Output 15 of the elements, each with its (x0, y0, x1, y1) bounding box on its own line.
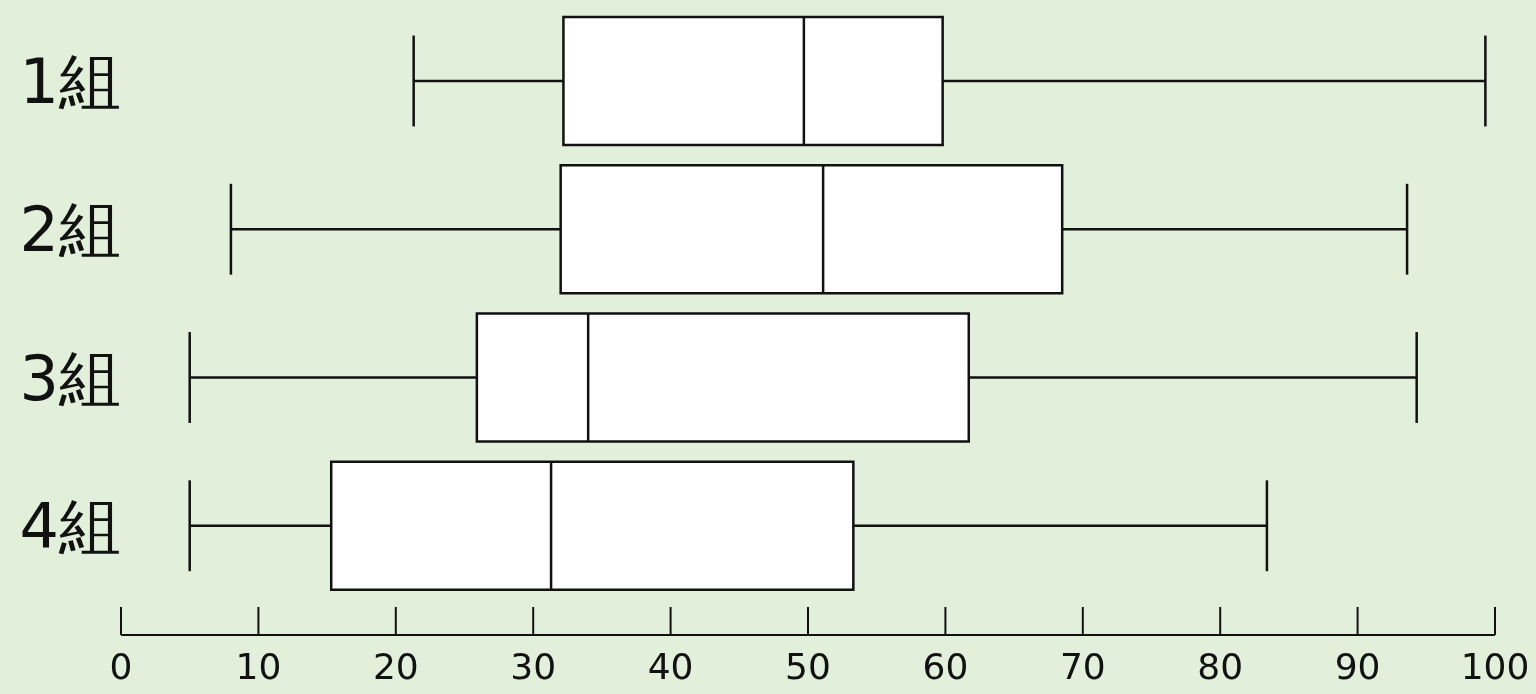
x-tick-label: 20 (372, 646, 419, 687)
y-tick-label: 1組 (19, 45, 121, 119)
x-tick-label: 40 (647, 646, 694, 687)
x-tick-label: 90 (1334, 646, 1381, 687)
x-tick-label: 0 (109, 646, 133, 687)
x-tick-label: 30 (510, 646, 557, 687)
x-tick-label: 10 (235, 646, 282, 687)
x-tick-label: 50 (785, 646, 831, 687)
x-tick-label: 80 (1197, 646, 1244, 687)
y-tick-label: 3組 (19, 341, 121, 415)
y-tick-label: 4組 (19, 489, 121, 563)
x-tick-label: 70 (1059, 646, 1106, 687)
x-tick-label: 60 (922, 646, 969, 687)
x-tick-label: 100 (1460, 646, 1530, 687)
y-tick-label: 2組 (19, 193, 121, 267)
